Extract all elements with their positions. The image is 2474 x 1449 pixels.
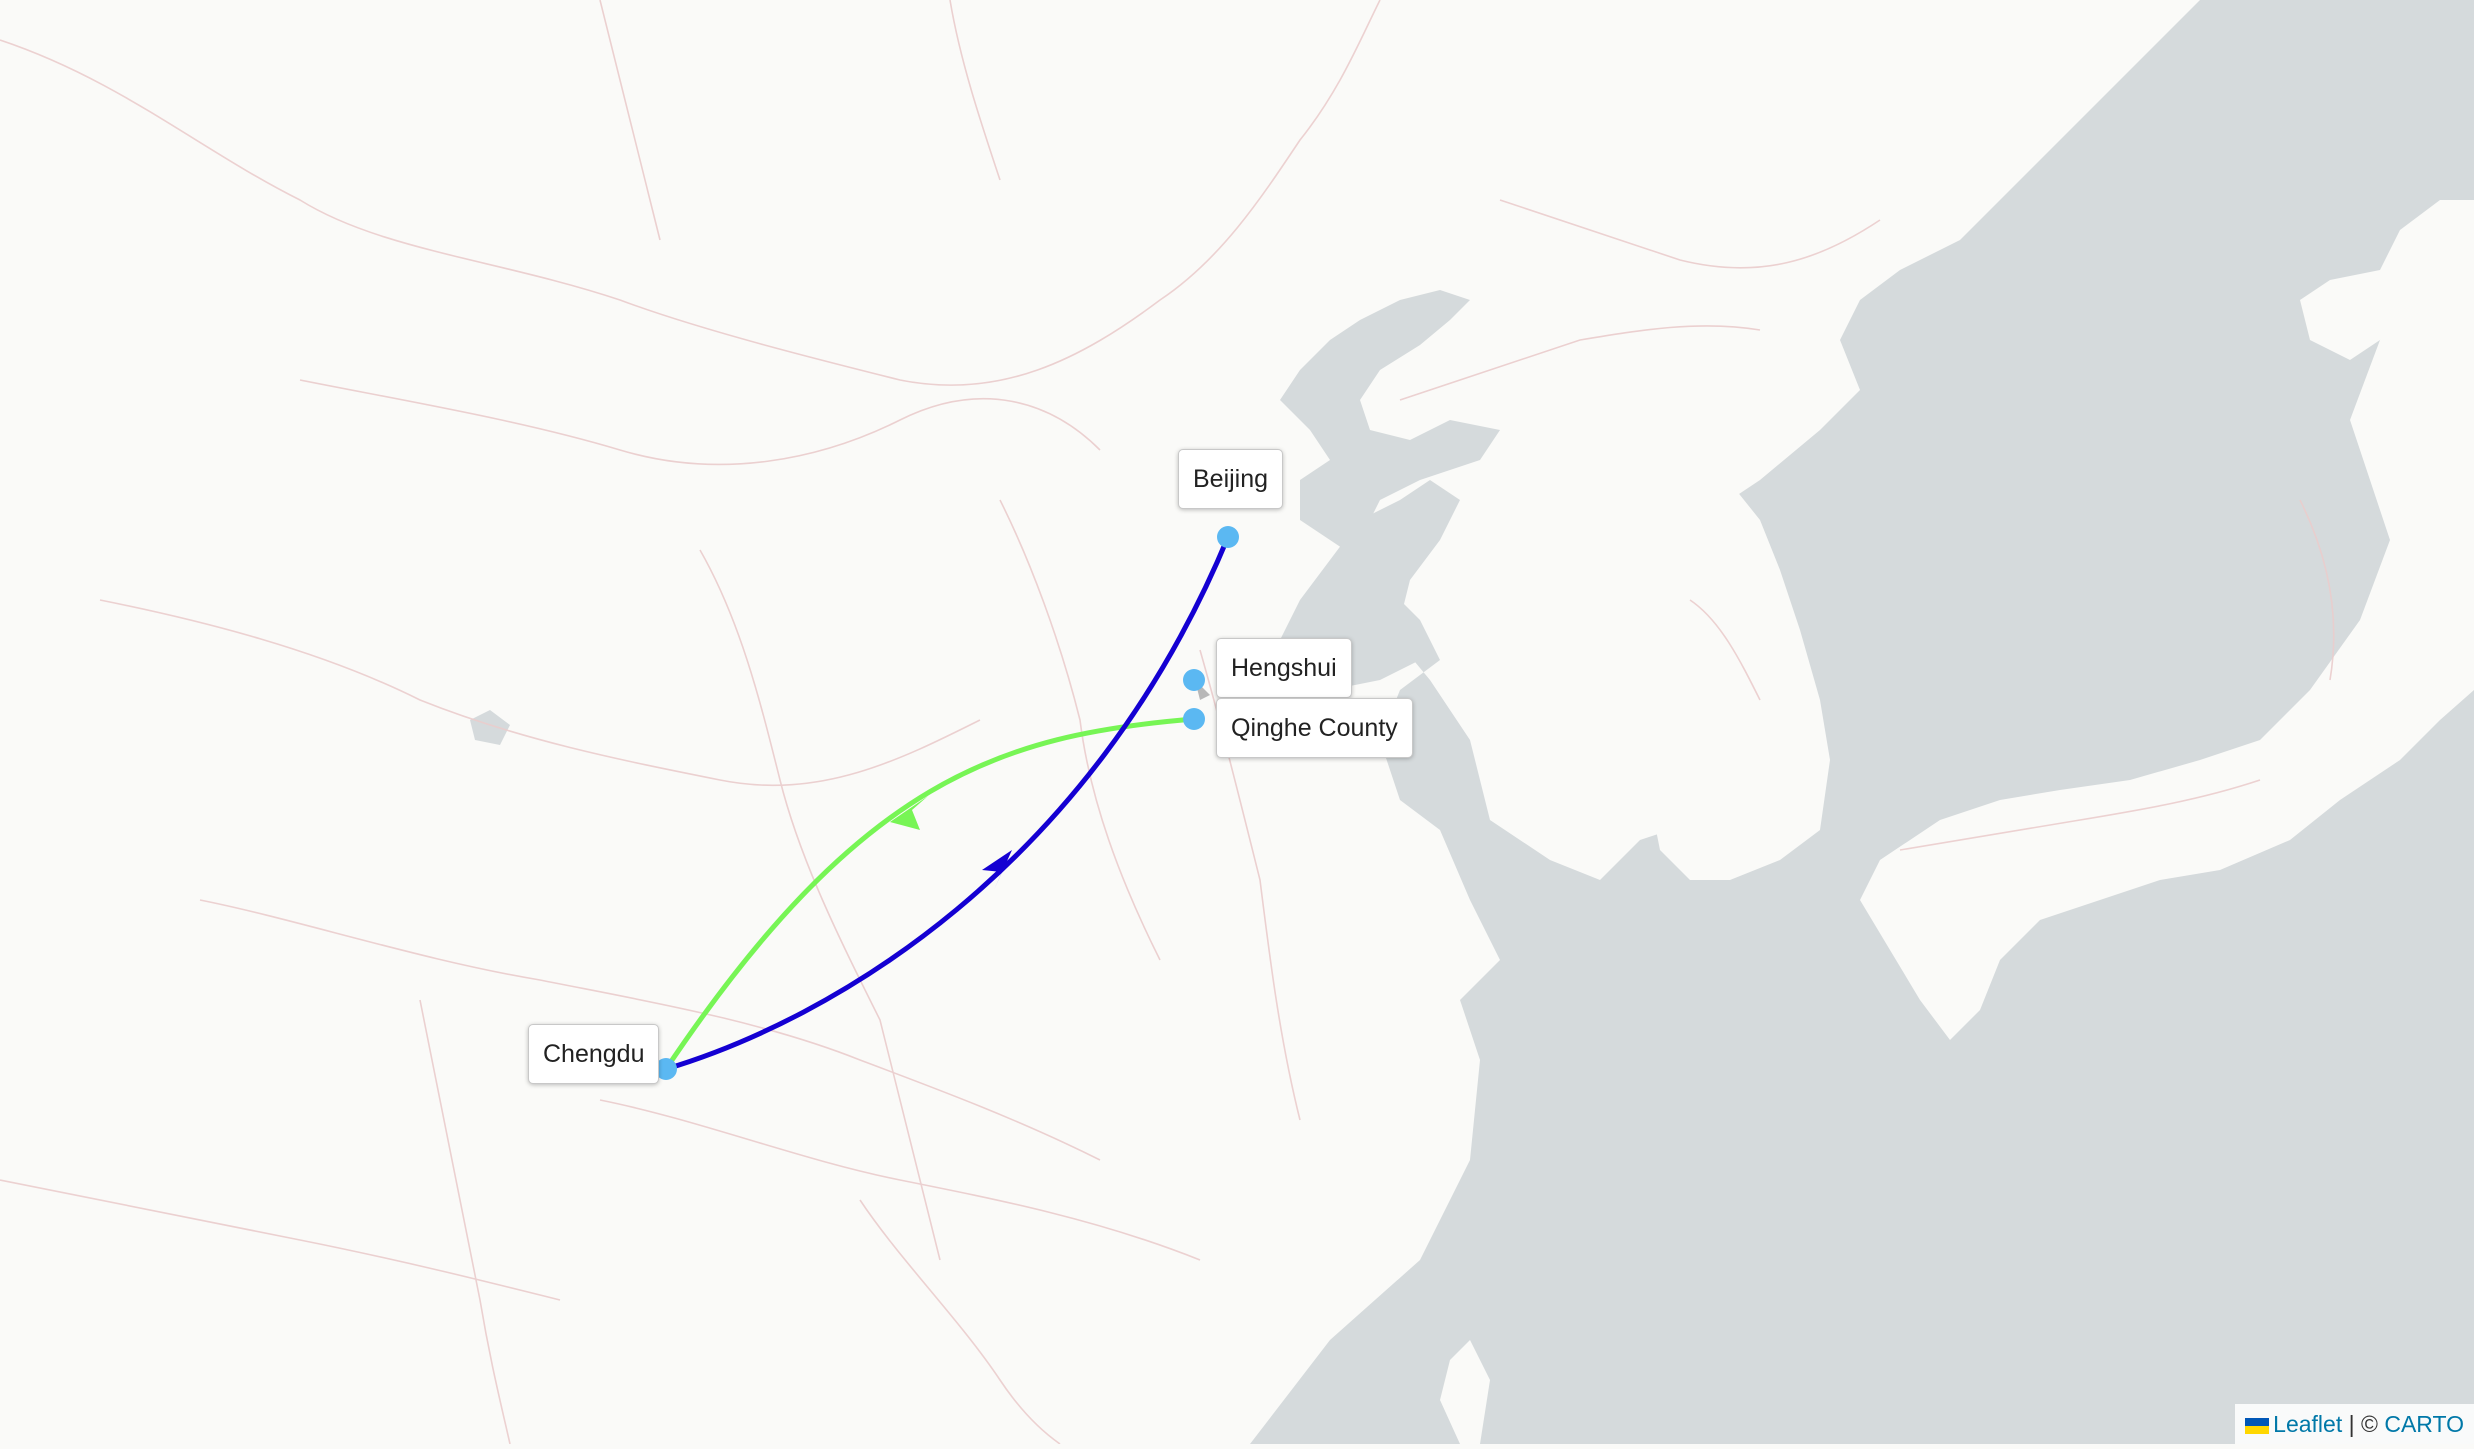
marker-beijing[interactable] [1217, 526, 1239, 548]
carto-link[interactable]: CARTO [2384, 1411, 2464, 1437]
label-qinghe: Qinghe County [1216, 698, 1413, 758]
leaflet-link[interactable]: Leaflet [2273, 1411, 2342, 1437]
marker-qinghe[interactable] [1183, 708, 1205, 730]
ukraine-flag-icon [2245, 1418, 2269, 1434]
label-beijing: Beijing [1178, 449, 1283, 509]
marker-hengshui[interactable] [1183, 669, 1205, 691]
map-attribution: Leaflet | © CARTO [2235, 1404, 2474, 1444]
attribution-separator: | © [2342, 1411, 2384, 1437]
label-chengdu: Chengdu [528, 1024, 659, 1084]
label-hengshui: Hengshui [1216, 638, 1352, 698]
